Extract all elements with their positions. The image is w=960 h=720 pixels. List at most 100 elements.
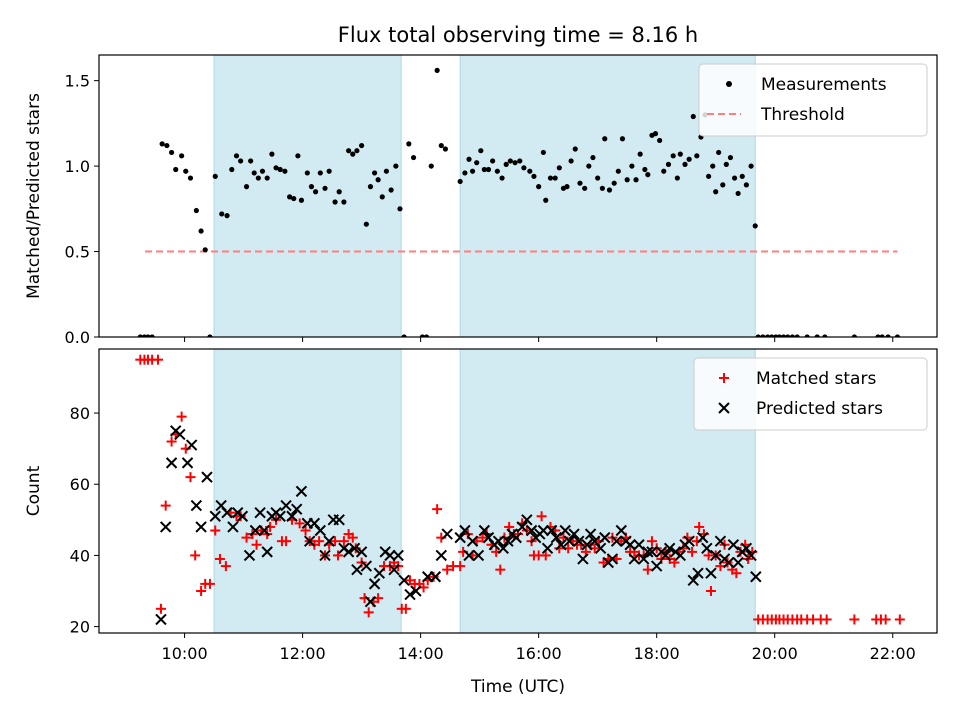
data-point — [308, 184, 315, 190]
data-point — [556, 165, 562, 171]
data-point — [463, 549, 475, 562]
data-point — [628, 553, 640, 565]
data-point — [760, 334, 766, 337]
data-point — [454, 531, 466, 544]
data-point — [227, 521, 239, 533]
data-point — [692, 567, 704, 579]
y-tick-label: 60 — [70, 475, 90, 494]
data-point — [624, 539, 636, 551]
data-point — [238, 158, 244, 164]
top-panel: 0.0 0.5 1.0 1.5 Matched/Predicted stars Measu… — [24, 54, 938, 347]
data-point — [682, 161, 688, 167]
data-point — [559, 524, 571, 537]
data-point — [398, 574, 410, 587]
data-point — [428, 571, 439, 582]
data-point — [540, 550, 551, 561]
data-point — [373, 567, 386, 579]
data-point — [849, 614, 860, 625]
data-point — [481, 166, 487, 173]
data-point — [646, 546, 658, 558]
data-point — [185, 439, 198, 451]
axes-frame — [98, 54, 938, 338]
data-point — [659, 549, 672, 562]
data-point — [510, 531, 522, 544]
data-point — [723, 161, 729, 167]
data-point — [611, 180, 617, 186]
data-point — [196, 586, 207, 597]
x-tick-label: 22:00 — [870, 644, 916, 663]
data-point — [814, 334, 820, 337]
data-point — [269, 151, 275, 157]
data-point — [735, 190, 741, 197]
data-point — [642, 166, 648, 173]
data-point — [880, 614, 891, 625]
data-point — [720, 182, 726, 188]
data-point — [432, 504, 443, 515]
data-point — [174, 428, 186, 441]
data-point — [714, 535, 727, 547]
data-point — [249, 524, 262, 537]
data-point — [243, 184, 250, 190]
legend-entry: Matched stars — [719, 369, 876, 389]
data-point — [568, 158, 574, 164]
data-point — [474, 160, 480, 166]
data-point — [716, 149, 722, 156]
data-point — [472, 549, 485, 562]
y-tick-label: 0.0 — [65, 328, 90, 347]
y-tick-label: 40 — [70, 546, 90, 565]
data-point — [785, 334, 791, 337]
data-point — [606, 553, 619, 565]
data-point — [490, 158, 496, 164]
legend-label: Measurements — [761, 75, 887, 95]
data-point — [259, 168, 266, 174]
data-point — [541, 542, 554, 555]
legend-entry: Threshold — [707, 105, 845, 125]
legend-entry: Predicted stars — [718, 399, 883, 419]
data-point — [348, 542, 361, 555]
data-point — [457, 178, 463, 185]
data-point — [674, 175, 680, 181]
data-point — [251, 170, 257, 176]
data-point — [674, 549, 686, 562]
data-point — [333, 514, 345, 526]
data-point — [280, 499, 292, 512]
data-point — [577, 180, 583, 186]
data-point — [690, 113, 696, 120]
data-point — [274, 510, 286, 522]
data-point — [212, 173, 218, 179]
x-tick-label: 10:00 — [162, 644, 208, 663]
data-point — [251, 539, 262, 550]
data-point — [281, 536, 292, 547]
data-point — [713, 189, 719, 195]
data-point — [543, 197, 549, 203]
data-point — [423, 334, 430, 337]
data-point — [701, 542, 713, 555]
data-point — [333, 550, 344, 561]
data-point — [466, 156, 472, 162]
series-measurements — [137, 67, 901, 337]
data-point — [602, 136, 608, 142]
data-point — [527, 168, 533, 174]
data-point — [322, 185, 328, 191]
data-point — [181, 457, 194, 469]
data-point — [731, 175, 738, 181]
y-tick-label: 1.0 — [65, 157, 90, 176]
legend: Measurements Threshold — [698, 63, 928, 137]
data-point — [355, 546, 368, 558]
data-point — [683, 535, 695, 547]
data-point — [341, 199, 347, 205]
data-point — [286, 510, 298, 522]
series-predicted-stars — [155, 425, 762, 626]
data-point — [332, 199, 338, 205]
plot-area — [135, 354, 905, 626]
data-point — [610, 535, 623, 547]
data-point — [503, 161, 509, 167]
x-tick-label: 16:00 — [516, 644, 562, 663]
data-point — [384, 549, 396, 562]
data-point — [298, 197, 305, 203]
data-point — [187, 175, 194, 181]
data-point — [160, 500, 171, 511]
data-point — [642, 564, 653, 575]
data-point — [885, 334, 891, 337]
